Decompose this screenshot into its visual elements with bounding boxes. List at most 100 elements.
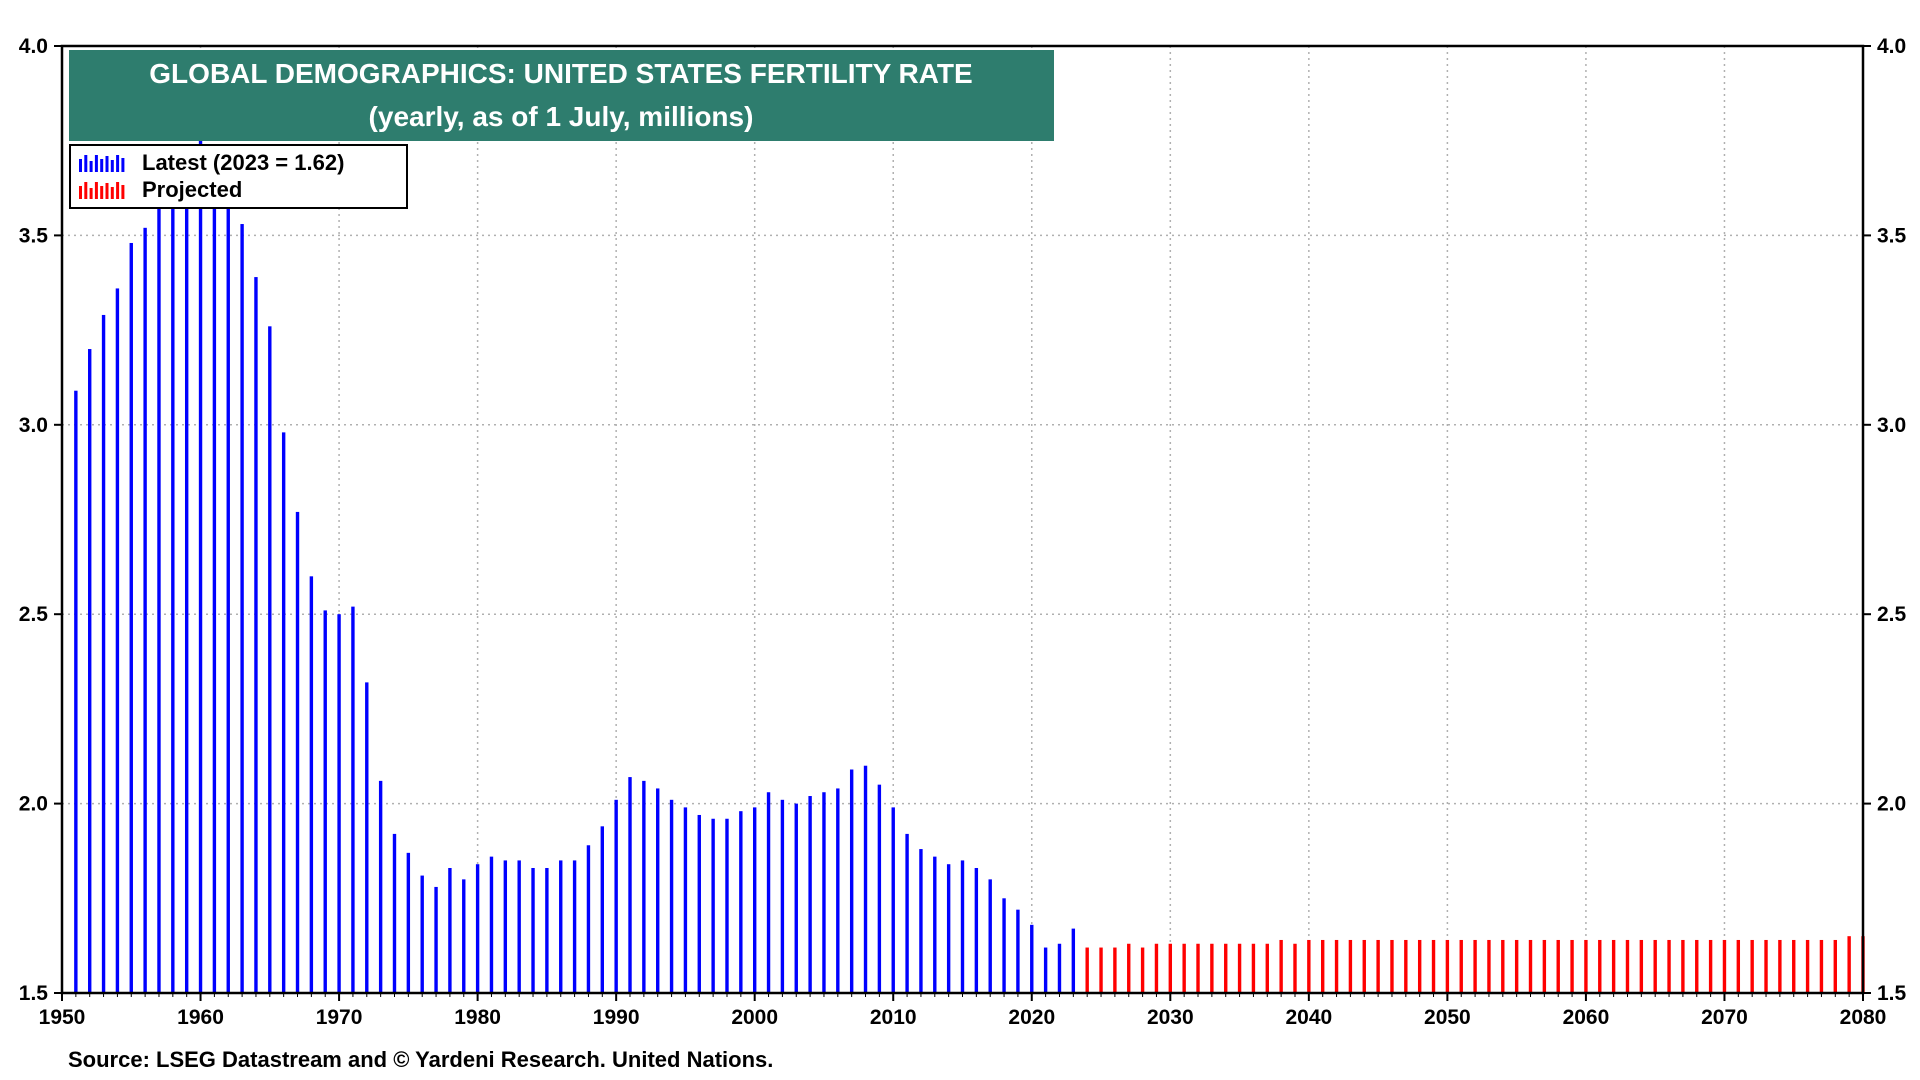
legend-swatch-bar [94,182,98,199]
bar-projected [1224,943,1228,993]
bar-projected [1639,939,1644,993]
bar-latest [281,432,286,994]
bar-projected [1348,939,1353,993]
bar-latest [725,818,729,993]
bar-projected [1708,939,1713,993]
bar-latest [780,799,785,993]
legend-swatch-bar [116,155,120,172]
bar-latest [171,174,175,994]
bar-projected [1321,939,1325,993]
y-tick-label-right: 1.5 [1877,982,1907,1005]
y-tick-label-right: 4.0 [1877,35,1906,58]
bar-projected [1598,939,1602,993]
bar-latest [254,277,258,993]
x-tick-label: 1950 [39,1006,86,1029]
bar-latest [1030,924,1034,993]
bar-projected [1847,936,1851,993]
bar-latest [1057,943,1062,993]
bar-latest [88,349,92,993]
bar-latest [739,811,743,993]
y-tick-label-left: 2.0 [19,793,48,816]
bar-latest [988,879,992,993]
bar-latest [559,860,563,993]
bar-projected [1611,939,1616,993]
bar-projected [1099,947,1103,993]
bar-projected [1653,939,1657,993]
bar-projected [1681,939,1685,993]
bar-latest [420,875,424,993]
bar-projected [1445,939,1450,993]
bar-projected [1625,939,1630,993]
bar-projected [1736,939,1741,993]
bar-projected [1722,939,1727,993]
legend-swatch-bar [84,155,88,172]
legend-swatch-bar [121,185,125,199]
x-tick-label: 2040 [1285,1006,1332,1029]
bar-projected [1667,939,1671,993]
bar-latest [268,326,272,993]
bar-projected [1182,943,1186,993]
x-tick-label: 2030 [1147,1006,1194,1029]
bar-latest [808,796,812,993]
bar-projected [1570,939,1574,993]
legend-swatch-bar [89,188,93,199]
bar-projected [1833,939,1837,993]
bar-projected [1819,939,1824,993]
bar-latest [531,867,535,993]
bar-latest [392,833,397,993]
x-tick-label: 2010 [870,1006,917,1029]
bar-latest [1016,909,1020,993]
bar-latest [905,833,909,993]
bar-projected [1237,943,1242,993]
legend-swatch-bar [105,156,109,172]
bar-projected [1127,943,1131,993]
x-tick-label: 2060 [1563,1006,1610,1029]
bar-latest [794,803,798,993]
bar-latest [711,818,715,993]
y-tick-label-right: 2.0 [1877,793,1906,816]
legend-swatch-bar [94,155,98,172]
bar-latest [198,136,203,994]
bar-projected [1293,943,1297,993]
bar-latest [822,792,826,993]
bar-latest [766,792,771,993]
bar-latest [752,807,757,993]
bar-projected [1390,939,1394,993]
bar-projected [1251,943,1256,993]
legend-swatch-bar [100,186,104,199]
bar-projected [1279,939,1283,993]
bar-projected [1764,939,1768,993]
bar-latest [586,845,591,993]
bar-projected [1085,947,1089,993]
bar-latest [184,152,189,994]
y-tick-label-right: 3.0 [1877,414,1906,437]
y-tick-label-left: 3.5 [19,224,49,247]
legend-label-projected: Projected [142,177,242,202]
bar-projected [1307,939,1311,993]
bar-projected [1154,943,1159,993]
x-tick-label: 2070 [1701,1006,1748,1029]
bar-projected [1265,943,1269,993]
bar-latest [503,860,508,993]
legend: Latest (2023 = 1.62) Projected [69,144,408,209]
bar-projected [1196,943,1200,993]
bar-projected [1542,939,1547,993]
chart-subtitle: (yearly, as of 1 July, millions) [369,101,754,132]
bar-latest [101,314,106,993]
bar-projected [1417,939,1422,993]
legend-swatch-bar [116,182,120,199]
bar-projected [1584,939,1588,993]
bar-latest [863,765,868,993]
legend-swatch-bar [84,182,88,199]
bar-projected [1487,939,1491,993]
legend-swatch-bar [105,183,109,199]
bar-projected [1528,939,1533,993]
bar-latest [836,788,840,993]
bar-projected [1792,939,1796,993]
legend-box [69,144,408,209]
bar-latest [157,189,161,994]
legend-swatch-bar [121,158,125,172]
x-tick-label: 2020 [1008,1006,1055,1029]
bar-projected [1376,939,1380,993]
